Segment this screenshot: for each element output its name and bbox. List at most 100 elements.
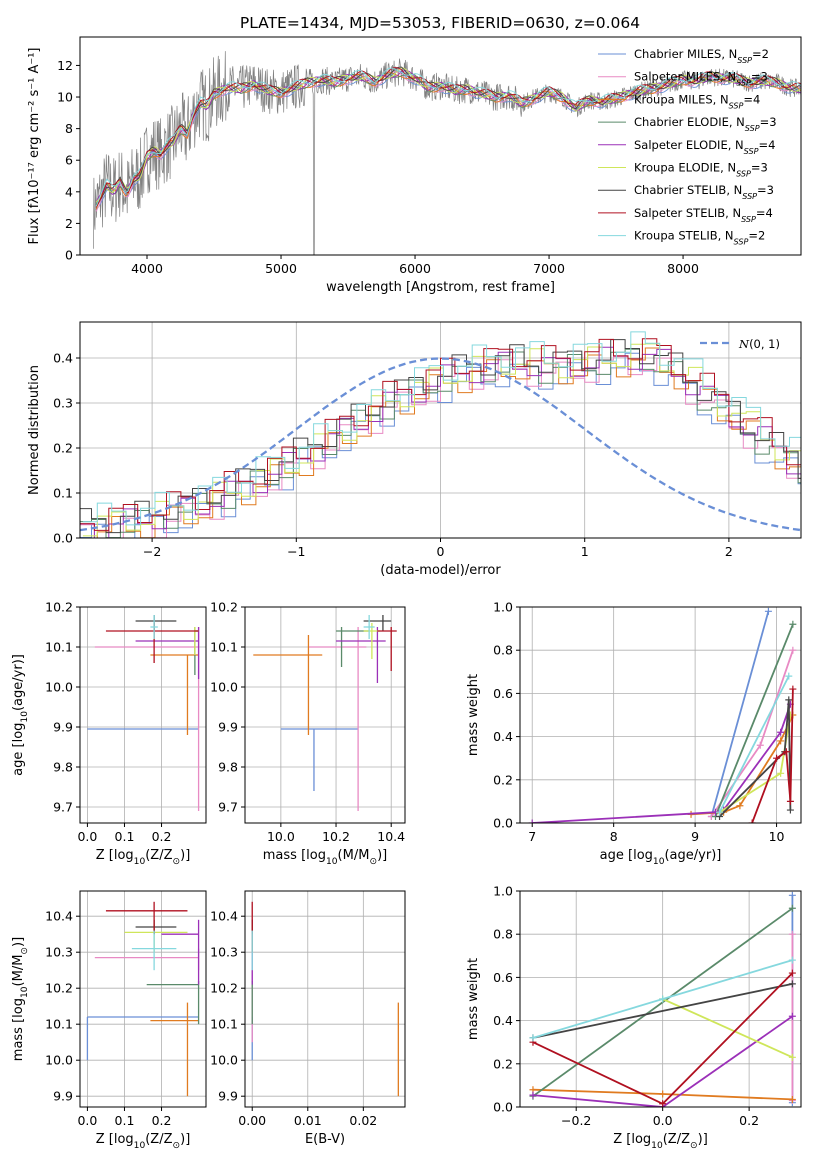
y-tick-label: 10.2 (45, 981, 73, 996)
spectrum-frame (79, 36, 802, 256)
spectrum-frame-group: 4000 5000 6000 7000 8000 0 2 4 6 8 10 12 wavelength … (27, 36, 802, 295)
x-tick-label: 5000 (265, 261, 297, 276)
weight_vs_Z-x-axis-label: Z [log10(Z/Z⊙)] (613, 1132, 708, 1151)
y-tick-label: 10.2 (210, 600, 238, 615)
y-tick-label: 10.1 (45, 640, 73, 655)
series-marker (788, 904, 796, 912)
x-tick-label: 0.01 (294, 1113, 322, 1128)
residual-histogram-series-9 (82, 331, 801, 526)
errorbar-point-7 (363, 615, 392, 631)
weight_vs_age-plot-area (528, 607, 797, 823)
x-tick-label: 10.4 (377, 829, 405, 844)
mass_vs_EBV-plot-area (251, 901, 399, 1097)
y-tick-label: 10.0 (210, 680, 238, 695)
mass_vs_EBV-frame-group: 0.00 0.01 0.02 9.9 10.0 10.1 10.2 10.3 10.4 E(B-V… (210, 890, 406, 1147)
series-marker (789, 646, 797, 654)
age_vs_Z-plot-area (87, 615, 200, 811)
age_vs_Z-frame (79, 606, 207, 824)
x-tick-label: 0.0 (653, 1113, 673, 1128)
residual-histogram-series-7 (80, 339, 801, 534)
weight_vs_age-frame-group: 7 8 9 10 0.0 0.2 0.4 0.6 0.8 1.0 age [log10(age/yr… (466, 600, 802, 867)
x-tick-label: 10 (769, 829, 785, 844)
spectrum-x-axis-label: wavelength [Angstrom, rest frame] (326, 280, 555, 295)
series-marker (659, 1100, 667, 1107)
x-tick-label: 0.1 (115, 1113, 135, 1128)
y-tick-label: 0.6 (493, 686, 513, 701)
series-line (532, 983, 793, 1039)
y-tick-label: 10.2 (45, 600, 73, 615)
errorbar-point-8 (105, 901, 188, 935)
mass_vs_EBV-x-axis-label: E(B-V) (305, 1132, 345, 1147)
weight_vs_Z-frame (519, 890, 802, 1108)
series-marker (782, 748, 790, 756)
spectrum-plot-area (93, 51, 801, 255)
mass_vs_Z-axes (80, 891, 206, 1107)
y-tick-label: 0.1 (53, 486, 73, 501)
x-tick-label: 0.2 (152, 829, 172, 844)
mass_vs_EBV-frame (244, 890, 406, 1108)
mass-weight-series-3 (687, 711, 797, 818)
y-tick-label: 0.4 (493, 729, 513, 744)
mass_vs_Z-x-axis-label: Z [log10(Z/Z⊙)] (96, 1132, 191, 1151)
errorbar-point-5 (336, 627, 386, 683)
errorbar-point-6 (124, 923, 188, 953)
legend-entry: Kroupa MILES, NSSP=4 (634, 92, 760, 110)
series-line (532, 703, 792, 823)
model-spectrum-series-7 (95, 66, 801, 206)
y-tick-label: 10.1 (210, 1017, 238, 1032)
y-tick-label: 10.0 (45, 680, 73, 695)
y-tick-label: 9.9 (218, 720, 238, 735)
errorbar-point-9 (131, 930, 177, 971)
y-tick-label: 9.8 (53, 760, 73, 775)
y-tick-label: 9.9 (53, 720, 73, 735)
series-marker (788, 1053, 796, 1061)
x-tick-label: 0.02 (349, 1113, 377, 1128)
series-marker (748, 819, 756, 823)
legend-entry: Kroupa ELODIE, NSSP=3 (634, 161, 768, 179)
y-tick-label: 10.3 (210, 945, 238, 960)
series-marker (789, 620, 797, 628)
mass-weight-series-9 (529, 956, 796, 1042)
y-tick-label: 10 (57, 90, 73, 105)
mass_vs_Z-y-axis-label: mass [log10(M/M⊙)] (11, 937, 30, 1061)
errorbar-point-3 (150, 1002, 199, 1097)
spectrum-y-axis-label: Flux [fλ10⁻¹⁷ erg cm⁻² s⁻¹ A⁻¹] (27, 48, 42, 245)
spectrum-axes (93, 51, 801, 255)
series-marker (529, 1091, 537, 1099)
y-tick-label: 1.0 (493, 884, 513, 899)
weight_vs_age-x-axis-label: age [log10(age/yr)] (600, 848, 722, 867)
series-marker (756, 741, 764, 749)
model-spectrum-series-9 (95, 67, 801, 207)
age_vs_mass-axes (245, 606, 405, 823)
y-tick-label: 10.0 (45, 1053, 73, 1068)
model-spectrum-series-6 (95, 67, 801, 203)
x-tick-label: 1 (581, 544, 589, 559)
y-tick-label: 10.0 (210, 1053, 238, 1068)
series-line (662, 998, 793, 1059)
residuals-x-axis-label: (data-model)/error (380, 563, 501, 578)
age_vs_Z-frame-group: 0.0 0.1 0.2 9.7 9.8 9.9 10.0 10.1 10.2 Z [log10(Z… (11, 600, 207, 867)
y-tick-label: 0.2 (493, 1056, 513, 1071)
series-marker (785, 696, 793, 704)
series-marker (659, 995, 667, 1003)
series-marker (788, 1012, 796, 1020)
y-tick-label: 9.9 (218, 1089, 238, 1104)
weight_vs_age-y-axis-label: mass weight (466, 674, 481, 756)
y-tick-label: 12 (57, 58, 73, 73)
y-tick-label: 10.1 (45, 1017, 73, 1032)
x-tick-label: 10.0 (267, 829, 295, 844)
residuals-axes (80, 322, 801, 539)
age_vs_Z-y-axis-label: age [log10(age/yr)] (11, 654, 30, 776)
mass_vs_Z-frame (79, 890, 207, 1108)
x-tick-label: 7000 (533, 261, 565, 276)
y-tick-label: 2 (65, 216, 73, 231)
mass-weight-series-5 (529, 1012, 796, 1107)
errorbar-point-1 (86, 1016, 199, 1061)
y-tick-label: 0.4 (493, 1013, 513, 1028)
mass_vs_Z-frame-group: 0.0 0.1 0.2 9.9 10.0 10.1 10.2 10.3 10.4 Z [log10… (11, 890, 207, 1151)
weight_vs_Z-y-axis-label: mass weight (466, 958, 481, 1040)
series-line (532, 1015, 793, 1107)
series-marker (788, 1095, 796, 1103)
errorbar-point-9 (150, 615, 158, 639)
weight_vs_age-frame (519, 606, 802, 824)
